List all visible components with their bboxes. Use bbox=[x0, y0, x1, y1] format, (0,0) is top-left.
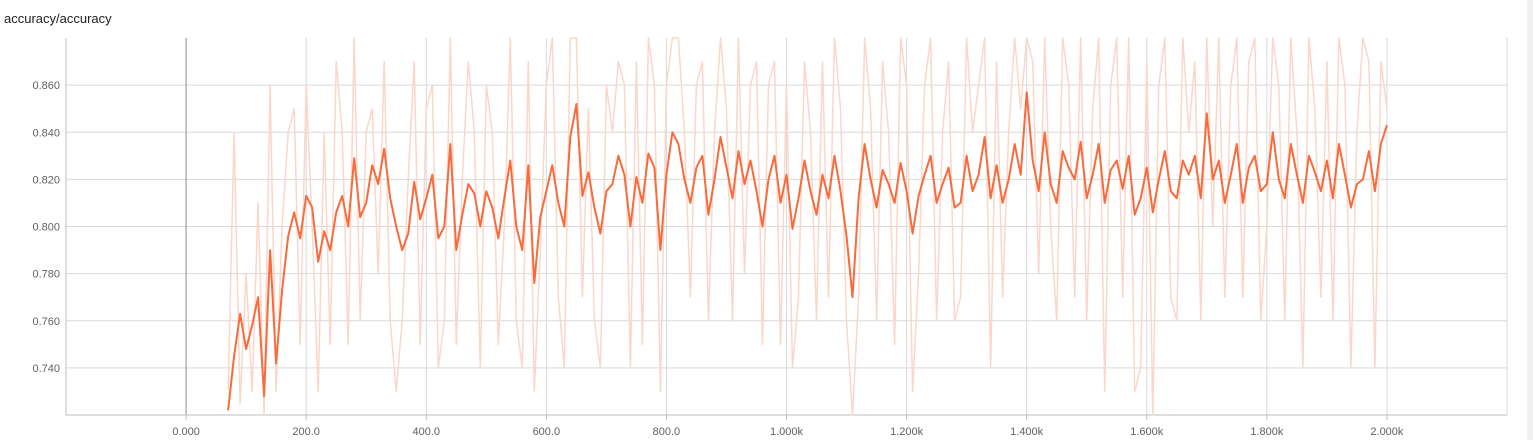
x-tick-label: 600.0 bbox=[533, 426, 561, 438]
smoothed-series-layer bbox=[227, 91, 1388, 411]
y-tick-label: 0.760 bbox=[32, 316, 60, 328]
x-tick-label: 0.000 bbox=[172, 426, 200, 438]
y-tick-label: 0.860 bbox=[32, 80, 60, 92]
x-tick-label: 1.000k bbox=[770, 426, 804, 438]
x-tick-label: 1.400k bbox=[1010, 426, 1044, 438]
x-tick-label: 1.200k bbox=[890, 426, 924, 438]
x-tick-label: 2.000k bbox=[1370, 426, 1404, 438]
smoothed-accuracy-line bbox=[227, 91, 1388, 411]
x-tick-label: 400.0 bbox=[412, 426, 440, 438]
raw-series-layer bbox=[227, 37, 1388, 416]
x-tick-label: 1.600k bbox=[1130, 426, 1164, 438]
x-tick-label: 800.0 bbox=[653, 426, 681, 438]
y-tick-label: 0.800 bbox=[32, 222, 60, 234]
y-tick-label: 0.780 bbox=[32, 269, 60, 281]
x-tick-label: 200.0 bbox=[292, 426, 320, 438]
tick-layer: 0.740 0.760 0.780 0.800 0.820 0.840 0.860 0.000… bbox=[32, 80, 1403, 438]
y-tick-label: 0.740 bbox=[32, 363, 60, 375]
x-tick-label: 1.800k bbox=[1250, 426, 1284, 438]
y-tick-label: 0.820 bbox=[32, 174, 60, 186]
chart-title: accuracy/accuracy bbox=[4, 11, 112, 26]
y-tick-label: 0.840 bbox=[32, 127, 60, 139]
raw-accuracy-line bbox=[227, 37, 1388, 416]
scrollbar-edge[interactable] bbox=[1527, 0, 1533, 440]
